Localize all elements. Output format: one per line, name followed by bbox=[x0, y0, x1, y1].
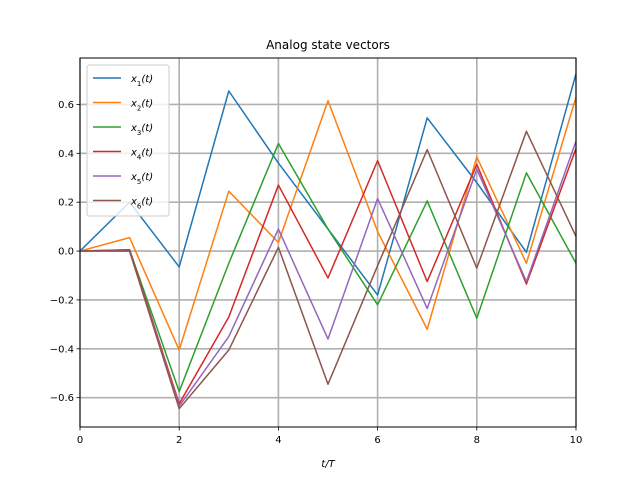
series-line-2 bbox=[79, 96, 577, 351]
x-tick-label: 6 bbox=[374, 435, 380, 446]
legend-label: x5(t) bbox=[130, 172, 153, 186]
y-tick-label: −0.2 bbox=[50, 295, 74, 306]
legend-label: x3(t) bbox=[130, 123, 153, 137]
series-line-3 bbox=[79, 142, 577, 393]
y-tick-label: 0.0 bbox=[58, 247, 74, 258]
y-tick-label: 0.2 bbox=[58, 198, 74, 209]
legend-label: x1(t) bbox=[130, 74, 153, 88]
x-tick-label: 8 bbox=[474, 435, 480, 446]
plot-frame bbox=[79, 57, 577, 428]
y-tick-label: −0.4 bbox=[50, 344, 74, 355]
legend: x1(t) x2(t) x3(t) x4(t) x5(t) x6(t) bbox=[86, 64, 170, 217]
x-tick-label: 0 bbox=[77, 435, 83, 446]
x-tick-label: 10 bbox=[570, 435, 583, 446]
series-line-6 bbox=[80, 130, 577, 410]
x-tick-label: 4 bbox=[275, 435, 281, 446]
chart-title: Analog state vectors bbox=[266, 38, 390, 52]
legend-box bbox=[86, 64, 170, 217]
legend-label: x2(t) bbox=[130, 99, 153, 113]
y-tick-label: 0.6 bbox=[58, 100, 74, 111]
y-tick-label: −0.6 bbox=[50, 393, 74, 404]
x-tick-label: 2 bbox=[176, 435, 182, 446]
y-tick-label: 0.4 bbox=[58, 149, 74, 160]
series-layer bbox=[79, 73, 577, 410]
x-axis-label: t/T bbox=[321, 459, 335, 470]
ticks: 0 2 4 6 8 10 −0.6 −0.4 −0.2 0.0 0.2 0.4 0.6 bbox=[50, 100, 583, 446]
legend-label: x6(t) bbox=[130, 197, 153, 211]
legend-label: x4(t) bbox=[130, 148, 153, 162]
